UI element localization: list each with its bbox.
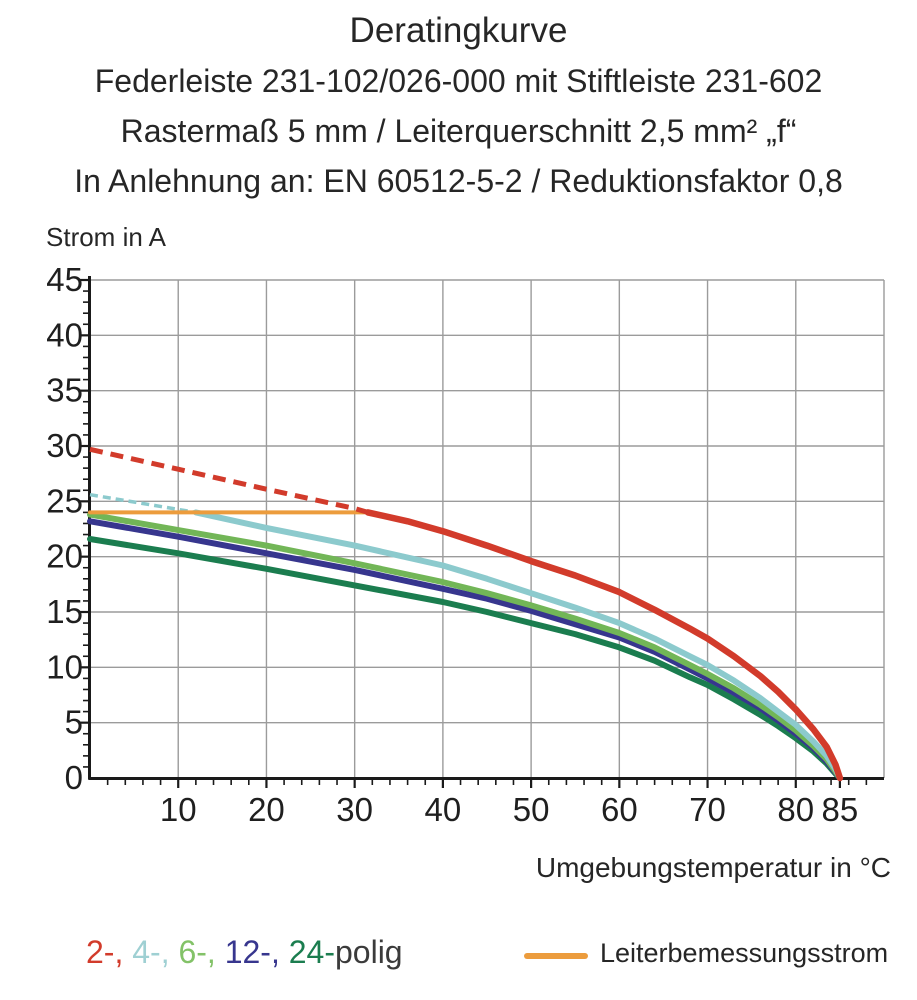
series-6-polig-solid: [87, 511, 843, 781]
series-2-polig-dashed: [89, 446, 369, 515]
y-tick-label: 35: [46, 372, 83, 409]
legend-part-12-polig: 12-,: [224, 934, 289, 970]
y-tick-label: 20: [46, 538, 83, 575]
rated-current-legend: Leiterbemessungsstrom: [524, 938, 888, 969]
title-line-3: Rastermaß 5 mm / Leiterquerschnitt 2,5 m…: [120, 113, 797, 149]
y-tick-label: 5: [65, 704, 83, 741]
y-axis-title: Strom in A: [46, 222, 166, 252]
x-tick-label: 10: [160, 791, 197, 828]
legend-part-polig: polig: [334, 934, 403, 970]
rated-current-line-swatch: [524, 952, 588, 959]
title-block: Deratingkurve Federleiste 231-102/026-00…: [0, 6, 917, 206]
x-tick-label: 70: [689, 791, 726, 828]
poles-legend: 2-, 4-, 6-, 12-, 24-polig: [86, 934, 403, 971]
y-tick-label: 40: [46, 316, 83, 353]
x-tick-label: 50: [513, 791, 550, 828]
y-tick-label: 25: [46, 482, 83, 519]
y-tick-label: 30: [46, 427, 83, 464]
x-tick-label: 30: [336, 791, 373, 828]
x-tick-label: 60: [601, 791, 638, 828]
title-line-4: In Anlehnung an: EN 60512-5-2 / Reduktio…: [74, 163, 843, 199]
legend-part-6-polig: 6-,: [178, 934, 225, 970]
y-tick-label: 10: [46, 648, 83, 685]
series-2-polig-solid: [364, 509, 844, 782]
chart-title: Deratingkurve: [349, 11, 568, 50]
title-line-2: Federleiste 231-102/026-000 mit Stiftlei…: [94, 63, 823, 99]
legend-part-2-polig: 2-,: [86, 934, 133, 970]
x-tick-label: 80: [777, 791, 814, 828]
y-tick-label: 0: [65, 759, 83, 796]
x-tick-label: 40: [425, 791, 462, 828]
x-axis-title: Umgebungstemperatur in °C: [535, 852, 891, 883]
y-tick-label: 45: [46, 261, 83, 298]
legend-part-4-polig: 4-,: [132, 934, 179, 970]
x-tick-label: 85: [822, 791, 859, 828]
series-4-polig-solid: [192, 509, 843, 781]
x-tick-label: 20: [248, 791, 285, 828]
legend-part-24-polig: 24-: [288, 934, 335, 970]
rated-current-label: Leiterbemessungsstrom: [600, 938, 889, 968]
y-tick-label: 15: [46, 593, 83, 630]
series-4-polig-dashed: [89, 492, 197, 515]
